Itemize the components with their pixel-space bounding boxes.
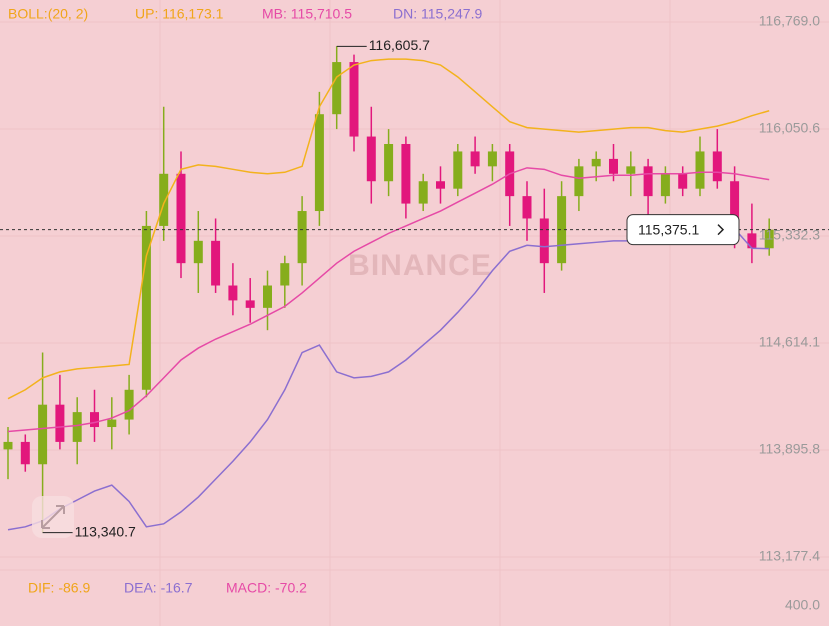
candle-body xyxy=(193,240,203,264)
candle-body xyxy=(453,151,463,189)
candle-body xyxy=(695,151,705,189)
candle-body xyxy=(314,114,324,212)
indicator-mb: MB: 115,710.5 xyxy=(262,6,352,22)
y-tick-label: 116,050.6 xyxy=(759,120,820,136)
indicator-name: BOLL:(20, 2) xyxy=(8,6,88,22)
low-label: 113,340.7 xyxy=(75,523,136,539)
candle-body xyxy=(764,229,774,249)
candle-body xyxy=(626,166,636,174)
candle-body xyxy=(401,143,411,204)
y-tick-label: 114,614.1 xyxy=(759,334,820,350)
candle-body xyxy=(539,218,549,264)
indicator-up: UP: 116,173.1 xyxy=(135,6,224,22)
candle-body xyxy=(90,412,99,428)
candle-body xyxy=(211,240,221,286)
y-tick-label: 113,177.4 xyxy=(759,548,820,564)
candle-body xyxy=(660,173,670,197)
candle-body xyxy=(643,166,653,197)
candle-body xyxy=(470,151,480,167)
y-tick-label: 113,895.8 xyxy=(759,441,820,457)
candle-body xyxy=(609,158,618,174)
candle-body xyxy=(384,143,394,182)
candle-body xyxy=(591,158,601,167)
candle-body xyxy=(107,419,117,428)
current-price-chevron xyxy=(717,224,725,236)
candle-body xyxy=(176,173,186,264)
current-price-box xyxy=(626,214,740,246)
candle-body xyxy=(20,441,30,465)
candle-body xyxy=(245,300,255,308)
watermark: BINANCE xyxy=(348,249,492,282)
candle-body xyxy=(730,181,740,234)
candle-body xyxy=(263,285,272,308)
candle-body xyxy=(487,151,497,167)
candle-body xyxy=(280,263,290,286)
grid xyxy=(0,21,829,558)
candle-body xyxy=(747,233,757,249)
macd-axis-label: 400.0 xyxy=(785,597,820,613)
y-tick-label: 116,769.0 xyxy=(759,13,820,29)
y-tick-label: 115,332.3 xyxy=(759,227,820,243)
candle-body xyxy=(366,136,376,182)
candle-body xyxy=(38,404,48,465)
high-label: 116,605.7 xyxy=(369,37,430,53)
candle-body xyxy=(332,62,342,115)
candle-body xyxy=(3,441,13,450)
current-price-label: 115,375.1 xyxy=(638,221,699,237)
indicator-dn: DN: 115,247.9 xyxy=(393,6,482,22)
candle-body xyxy=(522,196,532,219)
macd-dif: DIF: -86.9 xyxy=(28,580,90,596)
candle-body xyxy=(712,151,722,182)
candle-body xyxy=(557,196,567,264)
plot xyxy=(3,46,774,533)
boll-line xyxy=(7,167,770,433)
candle-body xyxy=(228,285,238,301)
candle-body xyxy=(436,181,445,189)
macd-value: MACD: -70.2 xyxy=(226,580,307,596)
candle-body xyxy=(55,404,65,442)
candle-body xyxy=(297,211,307,264)
candle-body xyxy=(418,181,428,204)
candle-body xyxy=(574,166,584,197)
macd-dea: DEA: -16.7 xyxy=(124,580,193,596)
candle-body xyxy=(349,62,359,137)
boll-line xyxy=(7,58,770,400)
candle-body xyxy=(678,173,688,189)
candle-body xyxy=(159,173,169,226)
expand-button[interactable] xyxy=(32,496,74,538)
candle-body xyxy=(72,412,82,442)
vertical-grid xyxy=(159,0,671,626)
candle-body xyxy=(141,225,151,390)
candle-body xyxy=(124,389,134,420)
